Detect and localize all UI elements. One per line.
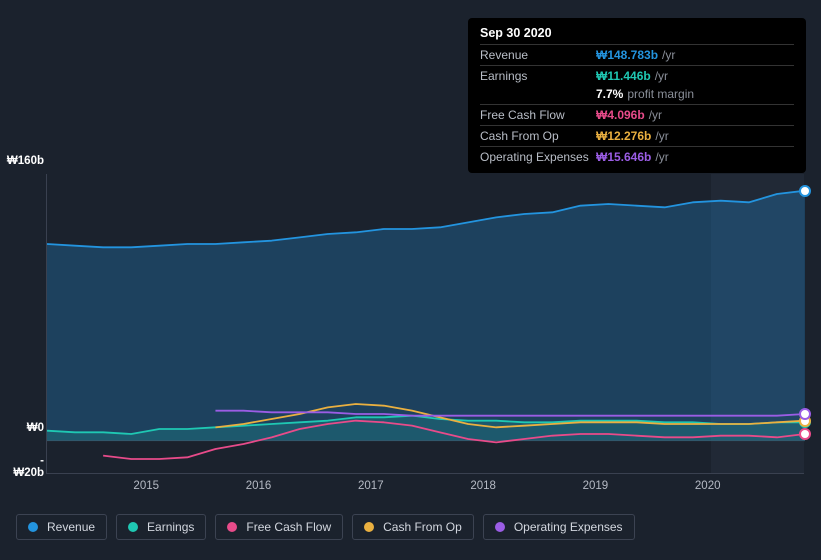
legend-label: Operating Expenses: [514, 520, 623, 534]
x-axis-labels: 2015 2016 2017 2018 2019 2020: [62, 480, 820, 498]
legend-label: Free Cash Flow: [246, 520, 331, 534]
tooltip-sub-pct: 7.7%: [596, 87, 623, 101]
tooltip-label: Cash From Op: [480, 128, 596, 144]
tooltip-row: Revenue₩148.783b/yr: [480, 44, 794, 65]
legend-dot-icon: [227, 522, 237, 532]
tooltip-label: Free Cash Flow: [480, 107, 596, 123]
legend-label: Revenue: [47, 520, 95, 534]
legend-item[interactable]: Cash From Op: [352, 514, 474, 540]
x-tick-label: 2020: [695, 480, 721, 492]
legend-item[interactable]: Operating Expenses: [483, 514, 635, 540]
legend-dot-icon: [495, 522, 505, 532]
tooltip-row: Cash From Op₩12.276b/yr: [480, 125, 794, 146]
tooltip-value: ₩148.783b: [596, 48, 658, 62]
legend-item[interactable]: Earnings: [116, 514, 206, 540]
x-tick-label: 2019: [583, 480, 609, 492]
legend-dot-icon: [128, 522, 138, 532]
legend-label: Cash From Op: [383, 520, 462, 534]
legend-dot-icon: [28, 522, 38, 532]
tooltip-suffix: /yr: [655, 69, 668, 83]
tooltip-subrow: 7.7% profit margin: [480, 86, 794, 104]
legend-dot-icon: [364, 522, 374, 532]
y-tick-label: -₩20b: [13, 455, 44, 479]
tooltip-value: ₩12.276b: [596, 129, 651, 143]
tooltip-label: Earnings: [480, 68, 596, 84]
tooltip-value: ₩11.446b: [596, 69, 651, 83]
tooltip-value: ₩4.096b: [596, 108, 645, 122]
tooltip-suffix: /yr: [649, 108, 662, 122]
legend-item[interactable]: Free Cash Flow: [215, 514, 343, 540]
financials-chart[interactable]: ₩160b ₩0 -₩20b 201520162017201820192020: [16, 150, 806, 480]
x-tick-label: 2016: [246, 480, 272, 492]
legend-label: Earnings: [147, 520, 194, 534]
x-tick-label: 2015: [133, 480, 159, 492]
series-end-marker: [799, 408, 811, 420]
tooltip-date: Sep 30 2020: [480, 26, 794, 44]
y-tick-label: ₩0: [27, 422, 44, 434]
tooltip-row: Free Cash Flow₩4.096b/yr: [480, 104, 794, 125]
tooltip-row: Earnings₩11.446b/yr: [480, 65, 794, 86]
x-tick-label: 2018: [470, 480, 496, 492]
tooltip-suffix: /yr: [662, 48, 675, 62]
tooltip-sub-text: profit margin: [627, 87, 694, 101]
series-end-marker: [799, 185, 811, 197]
chart-legend: Revenue Earnings Free Cash Flow Cash From O…: [16, 514, 635, 540]
series-end-marker: [799, 428, 811, 440]
legend-item[interactable]: Revenue: [16, 514, 107, 540]
tooltip-label: Revenue: [480, 47, 596, 63]
tooltip-suffix: /yr: [655, 129, 668, 143]
plot-area[interactable]: [46, 174, 804, 474]
y-tick-label: ₩160b: [7, 155, 44, 167]
x-tick-label: 2017: [358, 480, 384, 492]
